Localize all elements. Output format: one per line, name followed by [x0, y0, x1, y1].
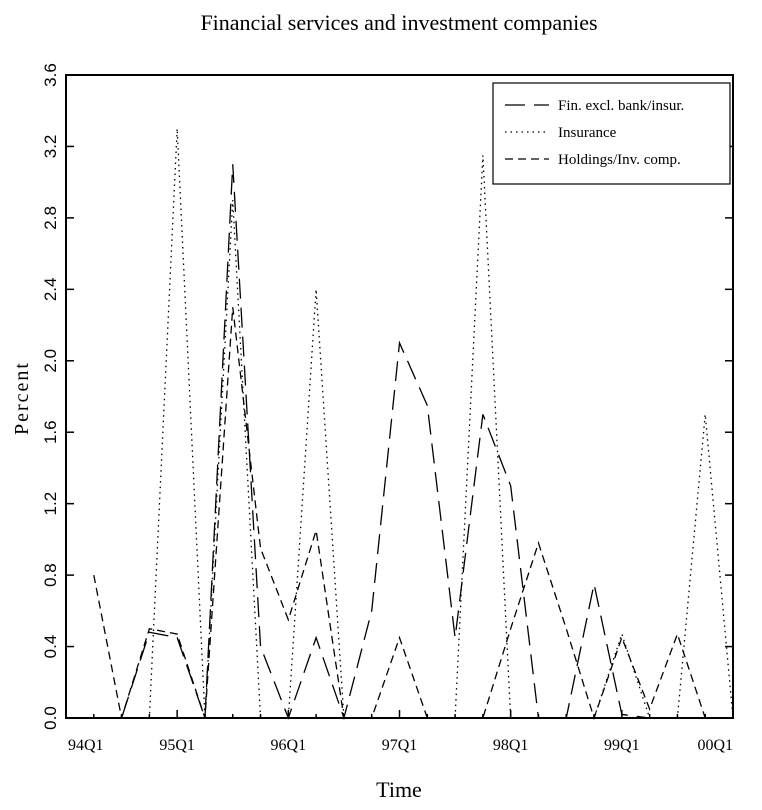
chart-title: Financial services and investment compan…: [200, 10, 597, 35]
y-tick-label: 3.6: [41, 63, 60, 87]
y-tick-label: 2.0: [41, 349, 60, 373]
legend-label: Insurance: [558, 125, 617, 141]
legend-label: Holdings/Inv. comp.: [558, 152, 681, 168]
y-tick-label: 0.8: [41, 563, 60, 587]
x-tick-label: 99Q1: [604, 737, 640, 754]
data-line: [66, 128, 734, 719]
y-axis-label: Percent: [11, 361, 33, 435]
x-axis-label: Time: [376, 777, 422, 802]
x-tick-label: 98Q1: [493, 737, 529, 754]
x-tick-label: 97Q1: [382, 737, 418, 754]
data-line: [93, 307, 733, 721]
x-tick-label: 96Q1: [271, 737, 307, 754]
y-tick-label: 0.0: [41, 706, 60, 730]
legend-label: Fin. excl. bank/insur.: [558, 98, 684, 114]
x-tick-label: 00Q1: [697, 737, 733, 754]
y-tick-label: 2.8: [41, 206, 60, 230]
y-tick-label: 1.6: [41, 420, 60, 444]
x-tick-label: 94Q1: [68, 737, 104, 754]
data-line: [66, 164, 733, 721]
y-tick-label: 1.2: [41, 492, 60, 516]
legend-box: [492, 82, 731, 185]
y-tick-label: 2.4: [41, 278, 60, 302]
x-tick-label: 95Q1: [159, 737, 195, 754]
y-tick-label: 0.4: [41, 635, 60, 659]
y-tick-label: 3.2: [41, 135, 60, 159]
